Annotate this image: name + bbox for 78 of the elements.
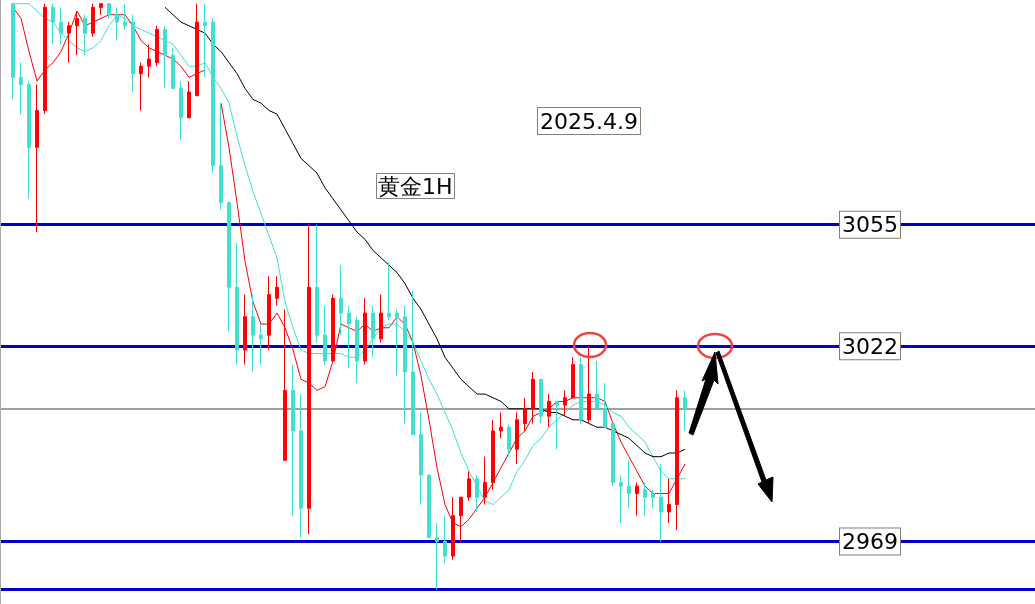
candlestick xyxy=(107,3,111,19)
candlestick xyxy=(411,290,415,436)
candlestick xyxy=(291,364,295,517)
candlestick xyxy=(227,202,231,332)
y-tick-label: 3055 xyxy=(842,212,898,238)
candlestick xyxy=(499,411,503,439)
y-tick-label: 3022 xyxy=(842,333,898,359)
candlestick xyxy=(611,423,615,487)
candlestick xyxy=(35,84,39,233)
candlestick xyxy=(139,62,143,111)
candlestick xyxy=(507,423,511,458)
candlestick xyxy=(395,308,399,377)
candlestick xyxy=(219,102,223,211)
candlestick xyxy=(555,400,559,450)
candlestick xyxy=(523,397,527,432)
candlestick xyxy=(491,419,495,491)
candlestick xyxy=(259,323,263,366)
candlestick xyxy=(243,294,247,366)
candlestick xyxy=(299,393,303,539)
candlestick xyxy=(155,25,159,67)
candlestick xyxy=(667,478,671,524)
candlestick xyxy=(435,522,439,590)
candlestick xyxy=(147,43,151,78)
candlestick xyxy=(403,305,407,425)
candlestick xyxy=(651,489,655,509)
candlestick xyxy=(67,21,71,64)
y-tick-label: 2969 xyxy=(842,528,898,554)
candlestick xyxy=(539,378,543,425)
candlestick xyxy=(323,305,327,366)
candlestick xyxy=(387,260,391,321)
candlestick xyxy=(571,356,575,399)
candlestick xyxy=(347,305,351,369)
candlestick xyxy=(515,411,519,465)
candlestick xyxy=(579,356,583,425)
candlestick xyxy=(483,456,487,506)
candlestick xyxy=(635,481,639,517)
candlestick xyxy=(587,345,591,425)
candlestick xyxy=(179,80,183,141)
candlestick xyxy=(339,264,343,336)
text: 黄金1H xyxy=(378,173,453,199)
candlestick xyxy=(211,17,215,174)
candlestick xyxy=(27,80,31,200)
candlestick xyxy=(75,10,79,56)
candlestick xyxy=(531,371,535,425)
candlestick xyxy=(627,459,631,509)
candlestick xyxy=(267,275,271,351)
candlestick xyxy=(603,382,607,428)
candlestick xyxy=(99,3,103,16)
annotation: 2025.4.9 xyxy=(540,108,638,134)
candlestick xyxy=(331,294,335,362)
candlestick xyxy=(187,80,191,119)
candlestick xyxy=(683,389,687,432)
candlestick xyxy=(595,360,599,410)
candlestick xyxy=(467,470,471,502)
line-series xyxy=(164,6,686,458)
candlestick xyxy=(371,305,375,358)
candlestick xyxy=(443,515,447,564)
candlestick xyxy=(427,474,431,539)
candlestick xyxy=(171,47,175,89)
candlestick xyxy=(379,294,383,344)
candlestick xyxy=(643,481,647,517)
candlestick xyxy=(83,14,87,56)
candlestick xyxy=(283,308,287,461)
candlestick xyxy=(275,275,279,307)
candlestick xyxy=(619,474,623,524)
candlestick xyxy=(235,242,239,366)
candlestick xyxy=(547,393,551,428)
candlestick xyxy=(419,411,423,506)
candlestick xyxy=(363,297,367,366)
candlestick xyxy=(59,6,63,45)
candlestick xyxy=(115,6,119,42)
candlestick xyxy=(355,316,359,384)
candlestick xyxy=(163,25,167,89)
candlestick xyxy=(251,294,255,373)
candlestick xyxy=(19,62,23,115)
candlestick xyxy=(563,389,567,417)
candlestick xyxy=(315,224,319,344)
candlestick xyxy=(131,14,135,93)
